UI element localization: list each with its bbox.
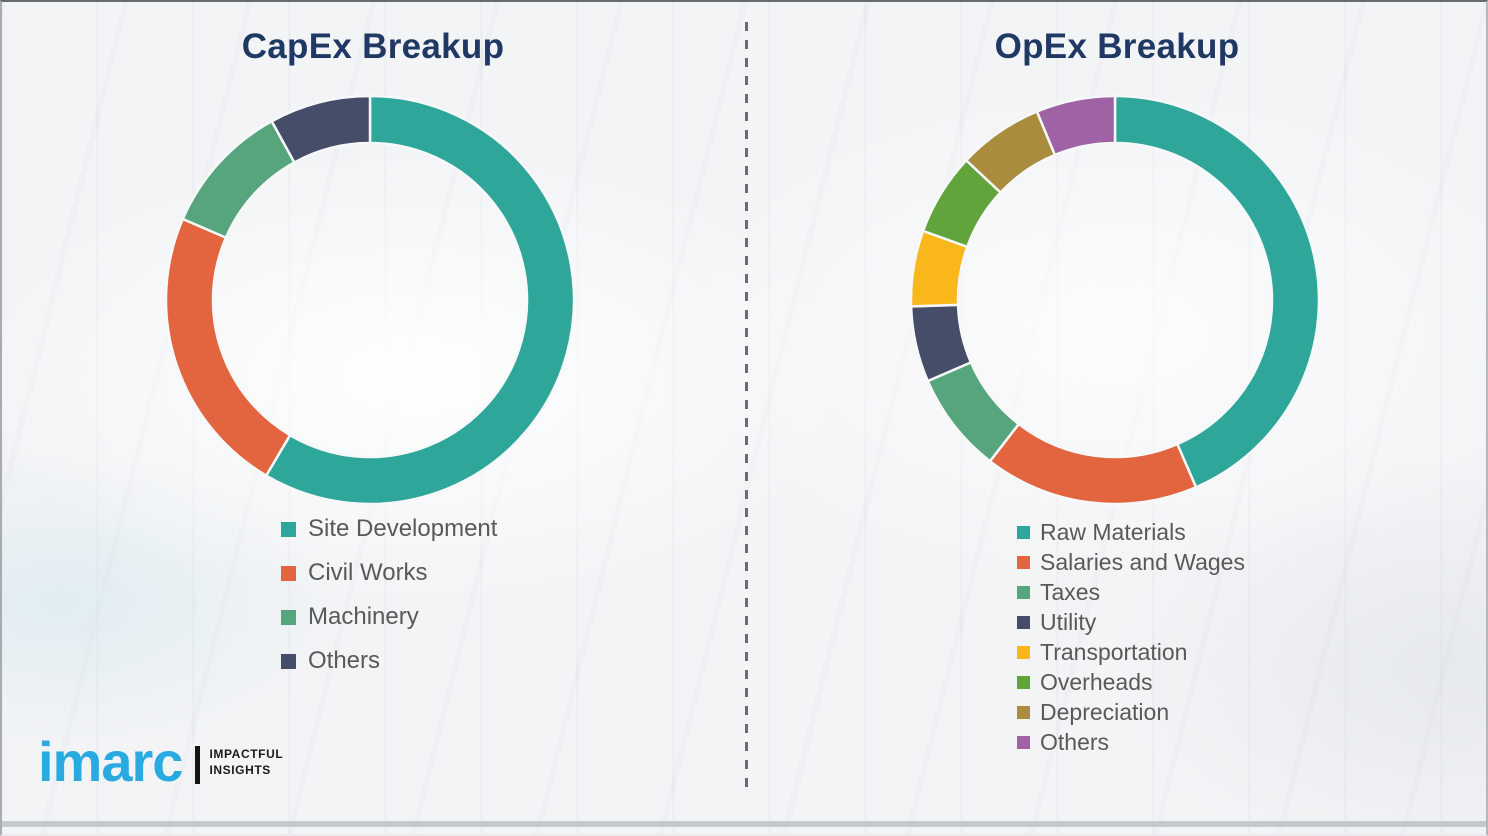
donut-segment-machinery — [181, 119, 297, 240]
opex-legend: Raw Materials Salaries and Wages Taxes Util… — [1017, 517, 1245, 757]
legend-swatch-machinery — [281, 609, 296, 625]
bottom-border-strip — [1, 821, 1487, 827]
legend-swatch-others — [1017, 735, 1030, 749]
legend-label-depreciation: Depreciation — [1040, 698, 1170, 725]
tagline-line-1: IMPACTFUL — [209, 747, 284, 761]
legend-swatch-raw-materials — [1017, 525, 1030, 539]
legend-swatch-salaries-and-wages — [1017, 555, 1030, 569]
legend-item-transportation: Transportation — [1017, 637, 1245, 667]
legend-label-salaries-and-wages: Salaries and Wages — [1040, 548, 1245, 575]
opex-panel: OpEx Breakup — [746, 0, 1488, 836]
donut-segment-raw-materials — [1113, 94, 1321, 489]
donut-segment-salaries-and-wages — [988, 422, 1198, 506]
legend-label-others: Others — [1040, 728, 1110, 755]
legend-item-machinery: Machinery — [281, 595, 497, 639]
legend-swatch-overheads — [1017, 675, 1030, 689]
imarc-logo-tagline: IMPACTFUL INSIGHTS — [209, 746, 283, 778]
legend-swatch-civil-works — [281, 565, 296, 581]
donut-segment-others — [270, 94, 372, 165]
legend-item-taxes: Taxes — [1017, 577, 1245, 607]
legend-item-others: Others — [1017, 727, 1245, 757]
legend-swatch-taxes — [1017, 585, 1030, 599]
capex-panel: CapEx Breakup — [241, 27, 505, 66]
legend-label-raw-materials: Raw Materials — [1040, 518, 1186, 545]
donut-segment-civil-works — [164, 217, 292, 478]
opex-donut-chart — [909, 94, 1321, 506]
legend-swatch-transportation — [1017, 645, 1030, 659]
legend-item-utility: Utility — [1017, 607, 1245, 637]
legend-label-machinery: Machinery — [308, 603, 419, 630]
capex-donut-chart — [164, 94, 576, 506]
legend-item-site-development: Site Development — [281, 507, 497, 551]
capex-chart-title: CapEx Breakup — [241, 27, 505, 66]
tagline-line-2: INSIGHTS — [209, 763, 271, 778]
legend-item-overheads: Overheads — [1017, 667, 1245, 697]
logo-separator-bar — [195, 746, 201, 784]
legend-swatch-utility — [1017, 615, 1030, 629]
donut-segment-site-development — [264, 94, 576, 506]
imarc-logo-wordmark: imarc — [38, 730, 183, 793]
opex-chart-title: OpEx Breakup — [994, 27, 1240, 66]
legend-item-raw-materials: Raw Materials — [1017, 517, 1245, 547]
vertical-dashed-divider — [745, 22, 748, 788]
legend-item-others: Others — [281, 639, 497, 683]
legend-label-utility: Utility — [1040, 608, 1097, 635]
capex-legend: Site Development Civil Works Machinery Othe… — [281, 507, 497, 683]
legend-label-civil-works: Civil Works — [308, 559, 428, 586]
legend-swatch-site-development — [281, 521, 296, 537]
legend-label-taxes: Taxes — [1040, 578, 1101, 605]
legend-item-depreciation: Depreciation — [1017, 697, 1245, 727]
legend-label-site-development: Site Development — [308, 515, 498, 542]
legend-item-civil-works: Civil Works — [281, 551, 497, 595]
legend-swatch-others — [281, 653, 296, 669]
legend-item-salaries-and-wages: Salaries and Wages — [1017, 547, 1245, 577]
imarc-logo: imarc IMPACTFUL INSIGHTS — [38, 730, 283, 793]
legend-label-transportation: Transportation — [1040, 638, 1188, 665]
legend-label-others: Others — [308, 647, 381, 674]
legend-label-overheads: Overheads — [1040, 668, 1153, 695]
donut-segment-others — [1035, 94, 1117, 157]
legend-swatch-depreciation — [1017, 705, 1030, 719]
